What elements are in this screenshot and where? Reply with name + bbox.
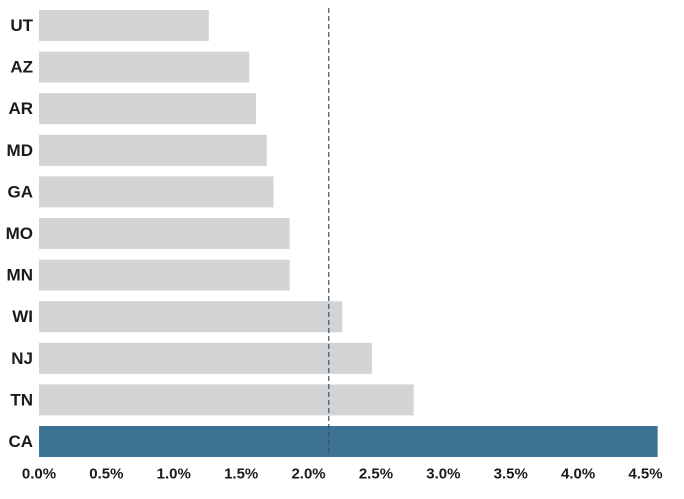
- bar-tn: [39, 384, 414, 416]
- x-tick-label: 4.0%: [561, 466, 595, 483]
- x-tick-label: 3.5%: [494, 466, 528, 483]
- bar-wi: [39, 301, 343, 333]
- bar-ga: [39, 176, 274, 208]
- category-label-mo: MO: [6, 224, 33, 243]
- x-tick-label: 2.5%: [359, 466, 393, 483]
- category-labels-group: UT AZ AR MD GA MO MN WI NJ TN CA: [6, 16, 34, 451]
- bar-mo: [39, 218, 290, 249]
- category-label-wi: WI: [12, 307, 33, 326]
- category-label-md: MD: [7, 141, 33, 160]
- category-label-nj: NJ: [11, 349, 33, 368]
- bar-az: [39, 51, 250, 83]
- bars-group: [39, 10, 658, 457]
- category-label-ca: CA: [8, 432, 33, 451]
- bar-md: [39, 134, 267, 166]
- category-label-ga: GA: [8, 182, 34, 201]
- category-label-az: AZ: [10, 58, 33, 77]
- x-tick-label: 3.0%: [426, 466, 460, 483]
- category-label-ut: UT: [10, 16, 33, 35]
- bar-ar: [39, 93, 256, 125]
- x-tick-label: 0.5%: [89, 466, 123, 483]
- bar-ca: [39, 426, 658, 457]
- x-tick-labels-group: 0.0% 0.5% 1.0% 1.5% 2.0% 2.5% 3.0% 3.5% 4.0% 4.5%: [22, 466, 663, 483]
- category-label-tn: TN: [10, 390, 33, 409]
- bar-ut: [39, 10, 209, 41]
- category-label-mn: MN: [7, 266, 33, 285]
- x-tick-label: 2.0%: [291, 466, 325, 483]
- x-tick-label: 0.0%: [22, 466, 56, 483]
- category-label-ar: AR: [8, 99, 33, 118]
- bar-nj: [39, 342, 372, 374]
- x-tick-label: 4.5%: [628, 466, 662, 483]
- bar-mn: [39, 259, 290, 291]
- x-tick-label: 1.0%: [157, 466, 191, 483]
- x-tick-label: 1.5%: [224, 466, 258, 483]
